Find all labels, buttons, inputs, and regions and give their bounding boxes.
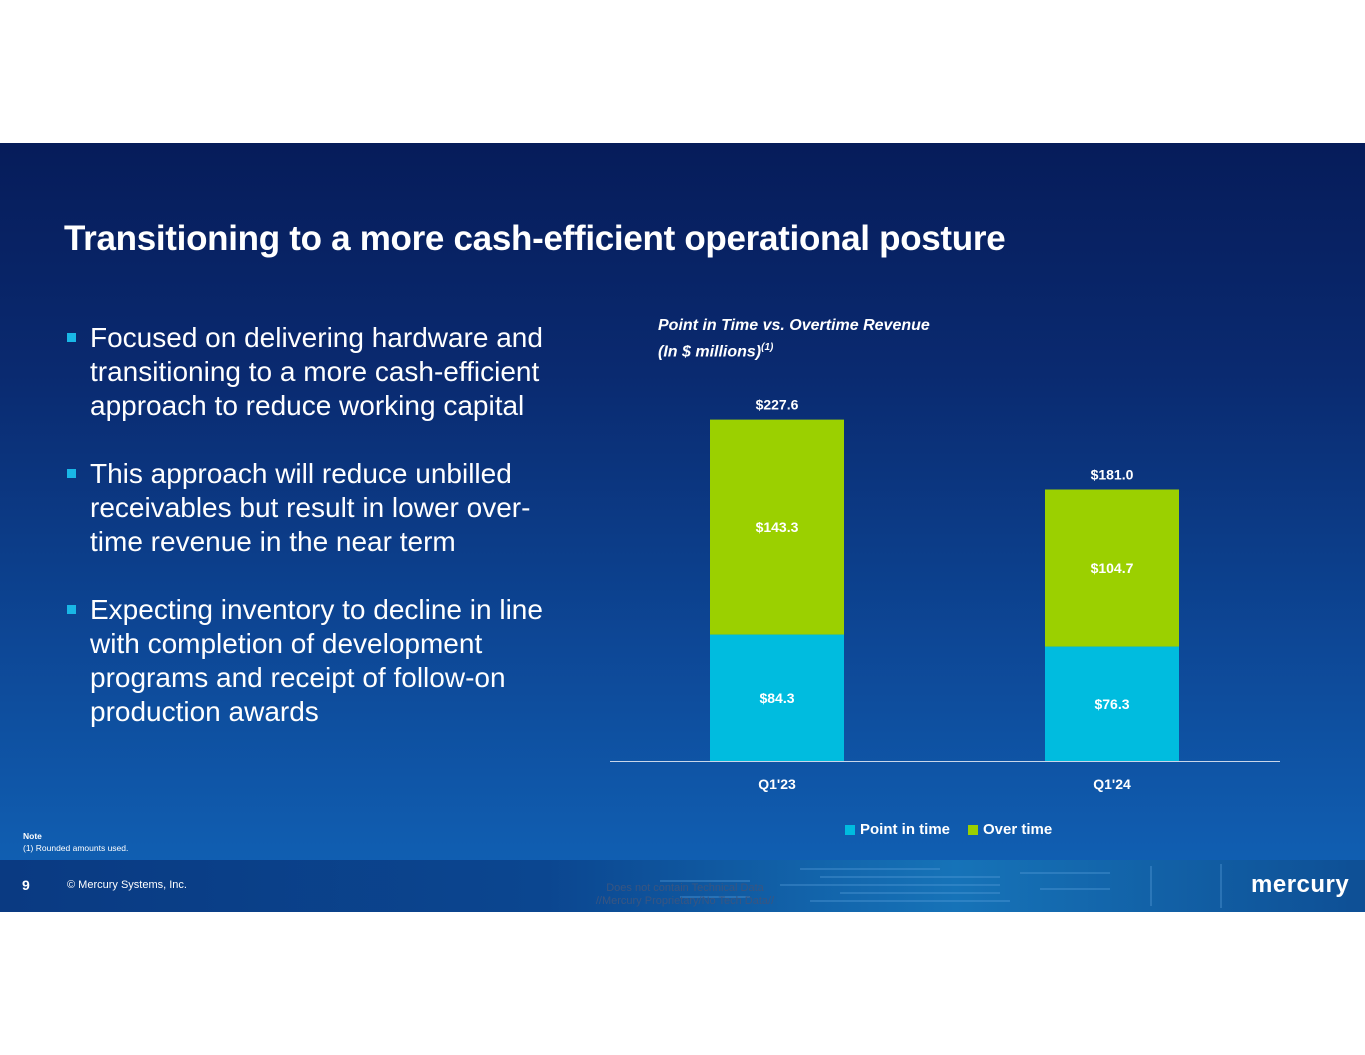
disclaimer-line-1: Does not contain Technical Data: [606, 882, 764, 894]
bullet-item: Focused on delivering hardware and trans…: [64, 321, 564, 423]
chart-title-block: Point in Time vs. Overtime Revenue (In $…: [658, 315, 930, 363]
slide: Transitioning to a more cash-efficient o…: [0, 143, 1365, 912]
legend-item-over-time: Over time: [968, 821, 1052, 838]
data-classification-notice: Does not contain Technical Data //Mercur…: [560, 882, 810, 908]
footnote-heading: Note: [23, 831, 42, 841]
legend-label-point-in-time: Point in time: [860, 821, 950, 838]
copyright-text: © Mercury Systems, Inc.: [67, 879, 187, 891]
bar-over-time-q1-23: [710, 419, 844, 635]
chart-title: Point in Time vs. Overtime Revenue: [658, 317, 930, 334]
bar-over-time-q1-24: [1045, 489, 1179, 647]
page-number: 9: [22, 877, 30, 893]
bullet-item: This approach will reduce unbilled recei…: [64, 457, 564, 559]
mercury-logo: mercury: [1251, 871, 1350, 898]
legend-swatch-over-time: [968, 824, 978, 835]
chart-legend: Point in time Over time: [845, 821, 1052, 838]
legend-item-point-in-time: Point in time: [845, 821, 950, 838]
footnote-text: (1) Rounded amounts used.: [23, 843, 129, 853]
data-label-point-in-time-q1-24: $76.3: [1094, 696, 1129, 712]
revenue-stacked-bar-chart: $84.3 $143.3 $227.6 Q1'23 $76.3 $104.7 $181.0 Q…: [610, 397, 1280, 792]
chart-subtitle-line: (In $ millions)(1): [658, 337, 930, 363]
data-label-point-in-time-q1-23: $84.3: [759, 690, 794, 706]
bullet-text: Focused on delivering hardware and trans…: [90, 322, 543, 421]
slide-title: Transitioning to a more cash-efficient o…: [64, 219, 1006, 258]
disclaimer-line-2: //Mercury Proprietary/No Tech Data//: [595, 895, 775, 907]
chart-subtitle: (In $ millions): [658, 343, 762, 361]
legend-label-over-time: Over time: [983, 821, 1053, 838]
bullet-text: This approach will reduce unbilled recei…: [90, 458, 531, 557]
x-tick-label-q1-23: Q1'23: [758, 776, 796, 792]
bullet-item: Expecting inventory to decline in line w…: [64, 593, 564, 729]
bullet-list: Focused on delivering hardware and trans…: [64, 321, 564, 763]
chart-subtitle-footnote: (1): [761, 342, 774, 353]
data-label-over-time-q1-23: $143.3: [756, 519, 799, 535]
square-bullet-icon: [67, 605, 76, 614]
bar-point-in-time-q1-23: [710, 634, 844, 761]
total-label-q1-24: $181.0: [1091, 467, 1134, 483]
footer-bar: 9 © Mercury Systems, Inc. Does not conta…: [0, 860, 1365, 912]
footnote: Note (1) Rounded amounts used.: [23, 830, 128, 854]
bar-point-in-time-q1-24: [1045, 646, 1179, 761]
bullet-text: Expecting inventory to decline in line w…: [90, 594, 543, 727]
data-label-over-time-q1-24: $104.7: [1091, 560, 1134, 576]
square-bullet-icon: [67, 469, 76, 478]
total-label-q1-23: $227.6: [756, 397, 799, 413]
x-tick-label-q1-24: Q1'24: [1093, 776, 1131, 792]
square-bullet-icon: [67, 333, 76, 342]
legend-swatch-point-in-time: [845, 824, 855, 835]
circuit-pattern-decoration: [660, 864, 1222, 908]
